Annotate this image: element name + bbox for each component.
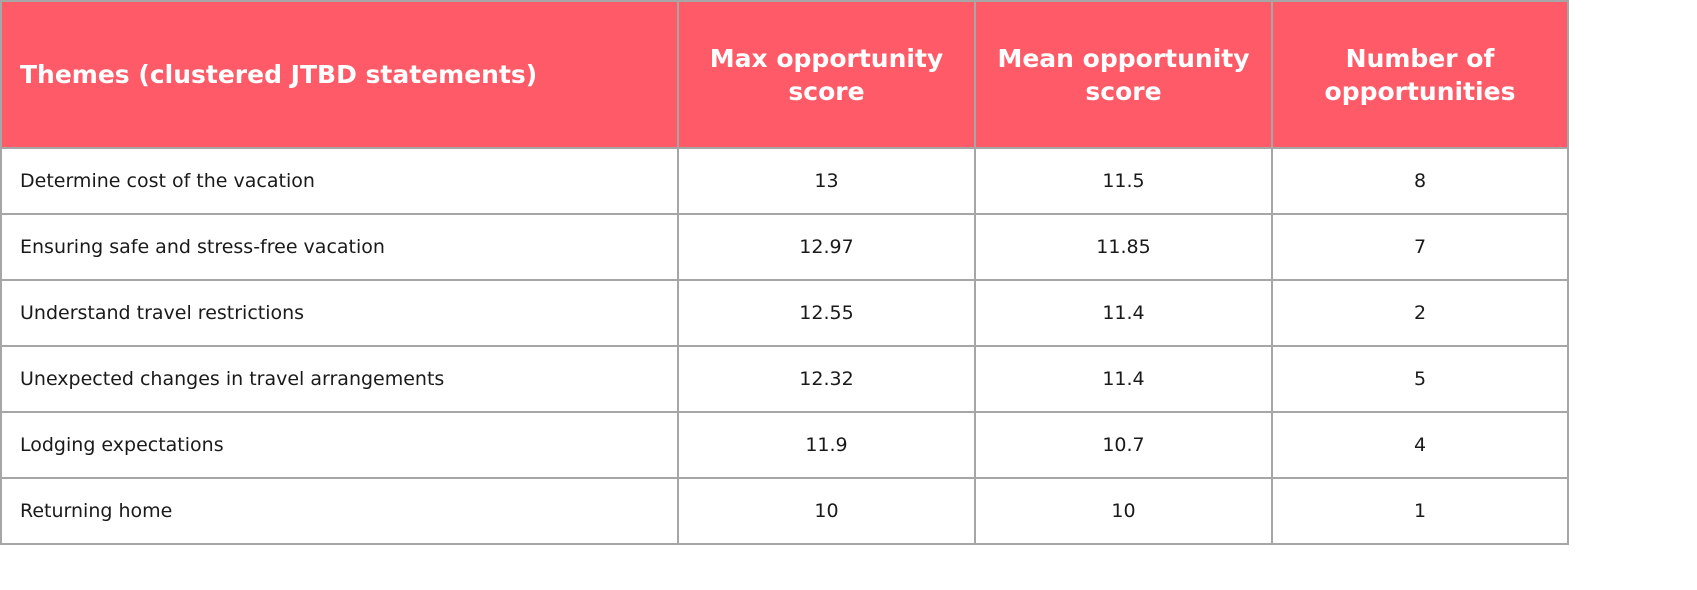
opportunity-count-cell: 4 [1271,411,1569,479]
table-row: Unexpected changes in travel arrangement… [0,345,1569,413]
header-mean-opportunity-score: Mean opportunity score [974,0,1273,149]
mean-score-cell: 10 [974,477,1273,545]
header-themes: Themes (clustered JTBD statements) [0,0,679,149]
opportunity-count-cell: 5 [1271,345,1569,413]
table-row: Returning home 10 10 1 [0,477,1569,545]
table-header-row: Themes (clustered JTBD statements) Max o… [0,0,1569,149]
opportunity-count-cell: 8 [1271,147,1569,215]
max-score-cell: 12.32 [677,345,976,413]
mean-score-cell: 10.7 [974,411,1273,479]
mean-score-cell: 11.5 [974,147,1273,215]
table-row: Ensuring safe and stress-free vacation 1… [0,213,1569,281]
max-score-cell: 13 [677,147,976,215]
theme-cell: Understand travel restrictions [0,279,679,347]
opportunity-table-container: Themes (clustered JTBD statements) Max o… [0,0,1569,545]
opportunity-count-cell: 1 [1271,477,1569,545]
max-score-cell: 12.97 [677,213,976,281]
table-row: Determine cost of the vacation 13 11.5 8 [0,147,1569,215]
table-row: Lodging expectations 11.9 10.7 4 [0,411,1569,479]
opportunity-count-cell: 7 [1271,213,1569,281]
theme-cell: Returning home [0,477,679,545]
opportunity-table: Themes (clustered JTBD statements) Max o… [0,0,1569,545]
opportunity-count-cell: 2 [1271,279,1569,347]
theme-cell: Unexpected changes in travel arrangement… [0,345,679,413]
mean-score-cell: 11.4 [974,279,1273,347]
theme-cell: Lodging expectations [0,411,679,479]
header-number-of-opportunities: Number of opportunities [1271,0,1569,149]
theme-cell: Ensuring safe and stress-free vacation [0,213,679,281]
header-max-opportunity-score: Max opportunity score [677,0,976,149]
max-score-cell: 12.55 [677,279,976,347]
theme-cell: Determine cost of the vacation [0,147,679,215]
max-score-cell: 11.9 [677,411,976,479]
mean-score-cell: 11.4 [974,345,1273,413]
max-score-cell: 10 [677,477,976,545]
mean-score-cell: 11.85 [974,213,1273,281]
table-row: Understand travel restrictions 12.55 11.… [0,279,1569,347]
